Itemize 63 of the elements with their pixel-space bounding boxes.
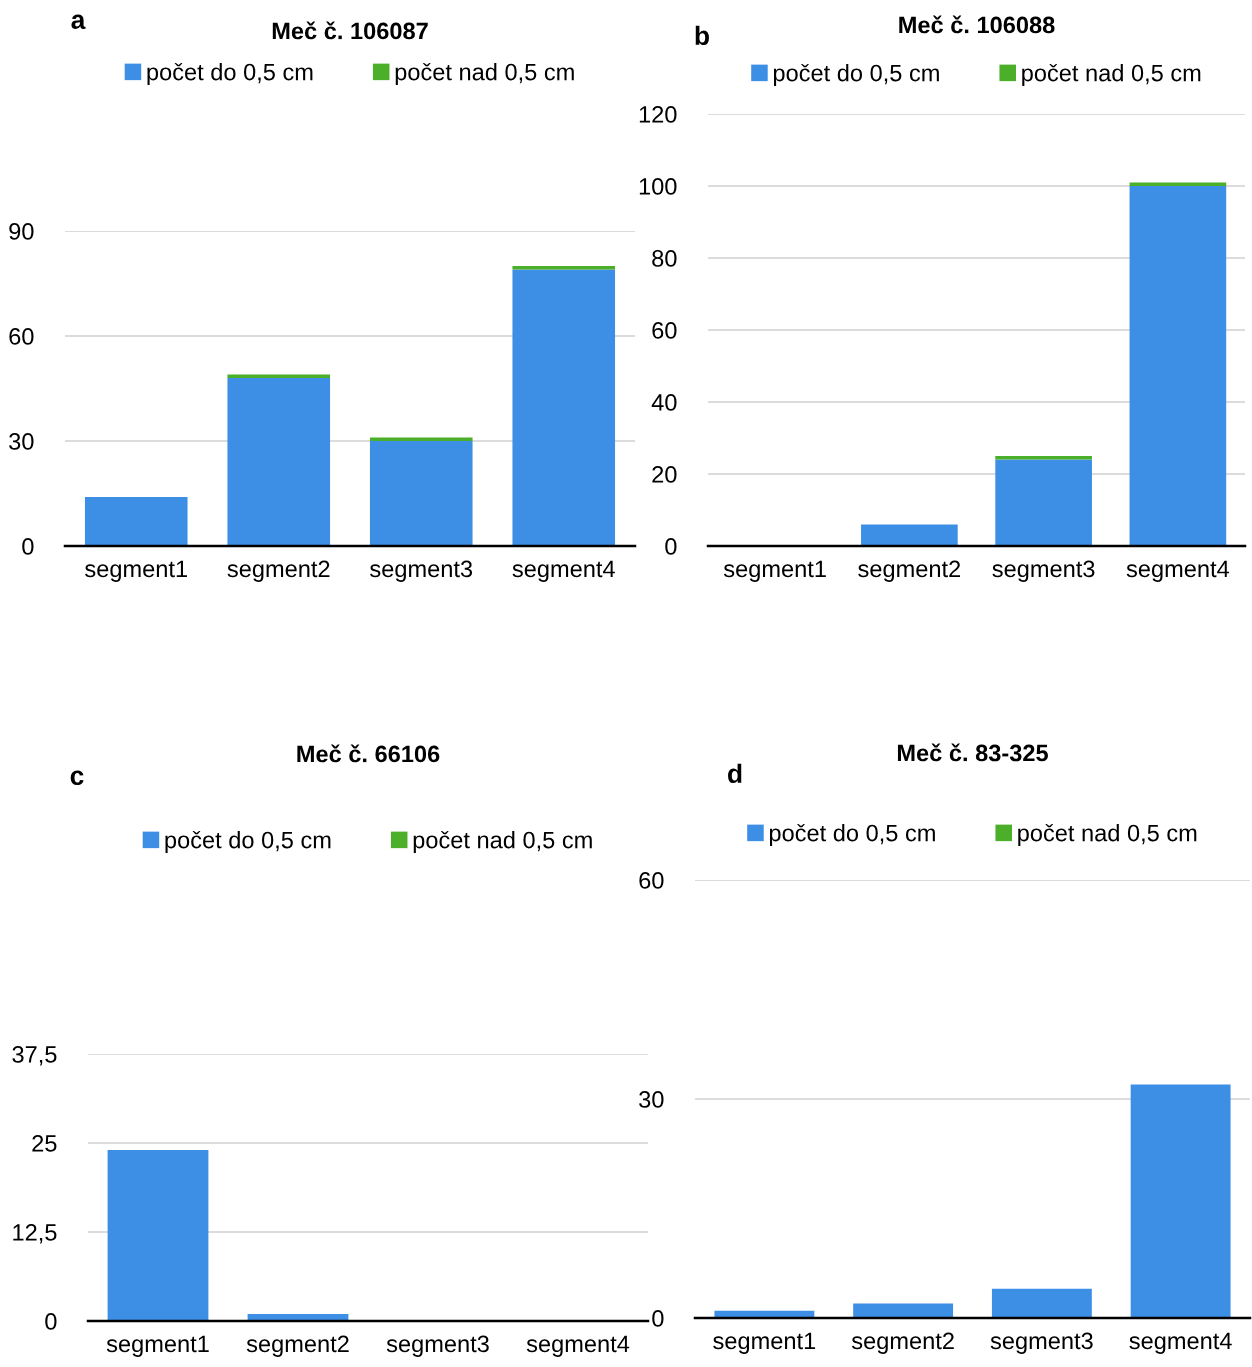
bar bbox=[995, 456, 1092, 460]
text: c bbox=[70, 770, 84, 786]
y-tick-label: 30 bbox=[639, 1091, 664, 1108]
bar bbox=[1129, 186, 1227, 546]
x-tick-label: segment4 bbox=[526, 1335, 630, 1357]
chart-title: Meč č. 66106 bbox=[297, 744, 440, 763]
x-tick-label: segment1 bbox=[106, 1335, 209, 1357]
y-tick-label: 0 bbox=[665, 538, 677, 555]
bar bbox=[853, 1303, 954, 1318]
bar bbox=[227, 378, 331, 546]
y-tick-label: 60 bbox=[652, 322, 677, 339]
y-tick-label: 60 bbox=[9, 328, 34, 345]
bar bbox=[369, 441, 473, 546]
x-tick-label: segment3 bbox=[370, 560, 473, 582]
chart-title: Meč č. 106088 bbox=[899, 15, 1055, 34]
y-tick-label: 37,5 bbox=[12, 1046, 57, 1066]
x-tick-label: segment2 bbox=[858, 560, 961, 582]
legend-label: počet nad 0,5 cm bbox=[1022, 63, 1201, 87]
bar bbox=[84, 497, 188, 546]
x-tick-label: segment4 bbox=[1126, 560, 1230, 582]
bar bbox=[995, 459, 1092, 546]
y-tick-label: 120 bbox=[639, 106, 677, 123]
legend-label: počet do 0,5 cm bbox=[773, 63, 939, 87]
y-tick-label: 40 bbox=[651, 394, 677, 411]
text: d bbox=[728, 763, 742, 784]
x-tick-label: segment2 bbox=[227, 560, 330, 582]
y-tick-label: 90 bbox=[9, 223, 34, 240]
text: a bbox=[71, 14, 86, 30]
x-tick-label: segment1 bbox=[713, 1332, 816, 1354]
y-tick-label: 60 bbox=[639, 872, 664, 889]
y-tick-label: 25 bbox=[32, 1135, 57, 1152]
bar bbox=[1130, 1084, 1231, 1318]
legend-label: počet do 0,5 cm bbox=[769, 823, 935, 847]
text: b bbox=[695, 25, 709, 46]
y-tick-label: 0 bbox=[652, 1310, 664, 1327]
x-tick-label: segment3 bbox=[992, 560, 1095, 582]
x-tick-label: segment4 bbox=[1129, 1332, 1232, 1354]
x-tick-label: segment2 bbox=[246, 1335, 349, 1357]
bar bbox=[369, 437, 473, 441]
y-tick-label: 20 bbox=[652, 466, 677, 483]
legend-label: počet do 0,5 cm bbox=[147, 62, 313, 86]
chart-title: Meč č. 106087 bbox=[272, 21, 428, 40]
bar bbox=[991, 1288, 1092, 1318]
legend-label: počet nad 0,5 cm bbox=[395, 62, 574, 86]
legend-label: počet nad 0,5 cm bbox=[413, 830, 592, 854]
y-tick-label: 12,5 bbox=[13, 1224, 57, 1244]
x-tick-label: segment3 bbox=[386, 1335, 489, 1357]
y-tick-label: 100 bbox=[639, 178, 677, 195]
legend-label: počet nad 0,5 cm bbox=[1018, 823, 1197, 847]
y-tick-label: 80 bbox=[652, 250, 677, 267]
x-tick-label: segment2 bbox=[851, 1332, 954, 1354]
x-tick-label: segment1 bbox=[85, 560, 187, 582]
y-tick-label: 0 bbox=[22, 538, 34, 555]
legend-label: počet do 0,5 cm bbox=[165, 830, 331, 854]
x-tick-label: segment4 bbox=[512, 560, 615, 582]
y-tick-label: 0 bbox=[45, 1313, 57, 1330]
y-tick-label: 30 bbox=[9, 433, 34, 450]
x-tick-label: segment1 bbox=[723, 560, 826, 582]
bar bbox=[861, 524, 958, 546]
bar bbox=[1129, 182, 1227, 186]
bar bbox=[512, 269, 616, 546]
x-tick-label: segment3 bbox=[990, 1332, 1093, 1354]
chart-title: Meč č. 83-325 bbox=[897, 743, 1048, 762]
